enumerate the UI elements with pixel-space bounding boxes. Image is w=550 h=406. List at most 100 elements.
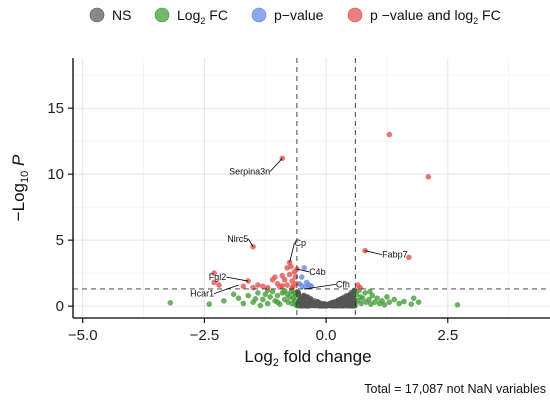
- fc-point: [267, 294, 273, 300]
- fc-point: [384, 294, 390, 300]
- legend-label: Log2 FC: [177, 7, 228, 26]
- ns-point: [303, 301, 309, 306]
- p-and-fc-point: [284, 282, 290, 288]
- x-label-part: Log: [244, 347, 272, 366]
- y-axis-label: −Log10 P: [9, 154, 31, 221]
- y-label-italic: P: [9, 154, 28, 166]
- y-tick-label: 15: [47, 100, 64, 117]
- p-and-fc-point: [289, 278, 295, 284]
- fc-point: [240, 300, 247, 307]
- fc-point: [379, 298, 385, 304]
- gene-annotations: Serpina3n Nlrc5 Cp Fabp7 C4b Fgl2 Cfh Hcar1: [190, 158, 408, 299]
- y-label-subscript: 10: [19, 171, 31, 183]
- legend-item: NS: [89, 7, 131, 23]
- x-tick-label: −5.0: [68, 327, 98, 344]
- fc-point: [274, 299, 281, 305]
- fc-point: [269, 288, 276, 295]
- p-and-fc-point: [425, 174, 432, 180]
- fc-point: [167, 300, 174, 306]
- grid-lines: [73, 58, 550, 318]
- p-value-point: [299, 282, 305, 289]
- fc-point: [362, 290, 368, 296]
- fc-point: [293, 302, 299, 308]
- legend-subscript: 2: [473, 16, 478, 26]
- p-and-fc-point: [272, 274, 278, 280]
- annotation-label: C4b: [309, 267, 326, 277]
- annotation-connector: [364, 250, 383, 256]
- p-and-fc-point: [406, 254, 412, 261]
- footer-caption: Total = 17,087 not NaN variables: [364, 382, 546, 396]
- p-and-fc-point: [216, 282, 222, 288]
- annotation-label: Fgl2: [209, 272, 227, 282]
- threshold-lines: [73, 58, 550, 318]
- fc-point: [255, 290, 261, 296]
- legend-marker: [89, 7, 105, 23]
- legend-label: p−value: [274, 7, 324, 23]
- p-and-fc-point: [240, 283, 247, 290]
- fc-point: [391, 296, 397, 303]
- x-label-part: fold change: [279, 347, 372, 366]
- p-and-fc-point: [250, 284, 256, 291]
- fc-point: [245, 292, 251, 299]
- data-points: [167, 131, 461, 309]
- ns-point: [340, 299, 346, 305]
- legend-marker: [154, 7, 170, 23]
- fc-point: [206, 301, 213, 307]
- legend-label: NS: [112, 7, 131, 23]
- fc-point: [260, 296, 266, 303]
- fc-point: [366, 296, 372, 303]
- p-and-fc-point: [255, 282, 261, 288]
- legend-item: Log2 FC: [154, 7, 228, 26]
- p-and-fc-point: [354, 282, 361, 288]
- ns-point: [351, 302, 357, 308]
- legend-label: p −value and log2 FC: [370, 7, 501, 26]
- ns-point: [349, 295, 355, 301]
- axes: −5.0 −2.5 0.0 2.5 0 5 10 15: [47, 58, 550, 344]
- fc-point: [381, 302, 388, 308]
- annotation-label: Nlrc5: [227, 234, 248, 244]
- x-tick-label: 2.5: [437, 327, 458, 344]
- fc-point: [221, 298, 227, 304]
- annotation-connector: [304, 283, 336, 290]
- p-and-fc-point: [291, 269, 298, 275]
- p-and-fc-point: [264, 284, 271, 291]
- legend-item: p−value: [251, 7, 324, 23]
- x-label-subscript: 2: [273, 357, 279, 369]
- legend-marker: [251, 7, 267, 23]
- legend-marker: [347, 7, 363, 23]
- y-tick-label: 5: [56, 232, 64, 249]
- fc-point: [235, 295, 242, 301]
- fc-point: [386, 299, 393, 305]
- p-and-fc-point: [211, 279, 217, 286]
- fc-point: [274, 292, 281, 299]
- annotation-connector: [247, 238, 254, 247]
- fc-point: [359, 295, 366, 301]
- fc-point: [262, 291, 269, 297]
- annotation-label: Hcar1: [190, 289, 214, 299]
- fc-point: [396, 300, 402, 307]
- legend-subscript: 2: [200, 16, 205, 26]
- legend-label-tail: FC: [205, 7, 228, 23]
- ns-point: [346, 298, 352, 304]
- legend-label-text: Log: [177, 7, 200, 23]
- fc-point: [264, 300, 271, 307]
- fc-point: [367, 288, 373, 295]
- annotation-connector: [269, 158, 283, 172]
- p-and-fc-point: [279, 273, 286, 279]
- annotation-connector: [214, 284, 239, 294]
- x-axis-label: Log2 fold change: [244, 347, 371, 369]
- p-and-fc-point: [288, 263, 294, 270]
- p-and-fc-point: [293, 280, 299, 287]
- y-tick-label: 0: [56, 298, 64, 315]
- p-and-fc-point: [211, 270, 217, 276]
- ns-point: [334, 299, 339, 305]
- fc-point: [408, 301, 415, 307]
- ns-point: [301, 293, 307, 299]
- x-tick-label: −2.5: [190, 327, 220, 344]
- y-tick-label: 10: [47, 166, 64, 183]
- legend-label-tail: FC: [478, 7, 501, 23]
- fc-point: [257, 302, 264, 309]
- fc-point: [415, 299, 422, 305]
